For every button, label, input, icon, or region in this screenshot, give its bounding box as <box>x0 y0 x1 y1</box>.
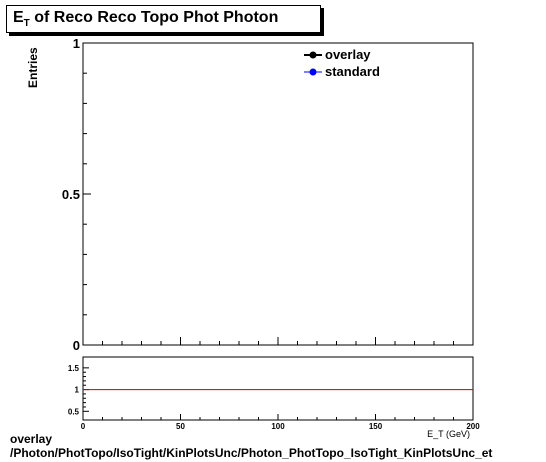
legend-label-standard: standard <box>325 64 380 79</box>
ratio-x-axis: 0 50 100 150 200 <box>81 414 480 431</box>
x-tick-label: 0 <box>81 422 86 431</box>
ratio-plot-frame <box>82 356 474 421</box>
footer: overlay /Photon/PhotTopo/IsoTight/KinPlo… <box>10 432 492 460</box>
y-tick-label: 1 <box>73 36 80 51</box>
main-y-axis: 00.51 <box>62 36 91 353</box>
legend-marker-standard <box>309 68 317 76</box>
legend-item-overlay: overlay <box>304 47 371 62</box>
y-tick-label: 0.5 <box>62 187 80 202</box>
y-tick-label: 0 <box>73 338 80 353</box>
x-axis-label: E_T (GeV) <box>427 429 470 439</box>
x-tick-label: 100 <box>271 422 285 431</box>
footer-line-1: overlay <box>10 432 53 446</box>
chart-title: ET of Reco Reco Topo Phot Photon <box>13 9 279 30</box>
ratio-y-tick-label: 1.5 <box>68 364 80 373</box>
y-axis-label: Entries <box>26 47 40 88</box>
legend-label-overlay: overlay <box>325 47 371 62</box>
x-tick-label: 150 <box>369 422 383 431</box>
ratio-y-tick-label: 1 <box>75 386 80 395</box>
legend-marker-overlay <box>309 51 317 59</box>
footer-line-2: /Photon/PhotTopo/IsoTight/KinPlotsUnc/Ph… <box>10 446 493 460</box>
x-tick-label: 50 <box>176 422 185 431</box>
ratio-y-tick-label: 0.5 <box>68 407 80 416</box>
legend-item-standard: standard <box>304 64 380 79</box>
legend: overlay standard <box>304 47 380 79</box>
main-plot-frame <box>82 42 474 346</box>
chart-title-box: ET of Reco Reco Topo Phot Photon <box>6 5 321 33</box>
main-x-axis-ticks <box>82 337 474 345</box>
x-tick-label: 200 <box>466 422 480 431</box>
